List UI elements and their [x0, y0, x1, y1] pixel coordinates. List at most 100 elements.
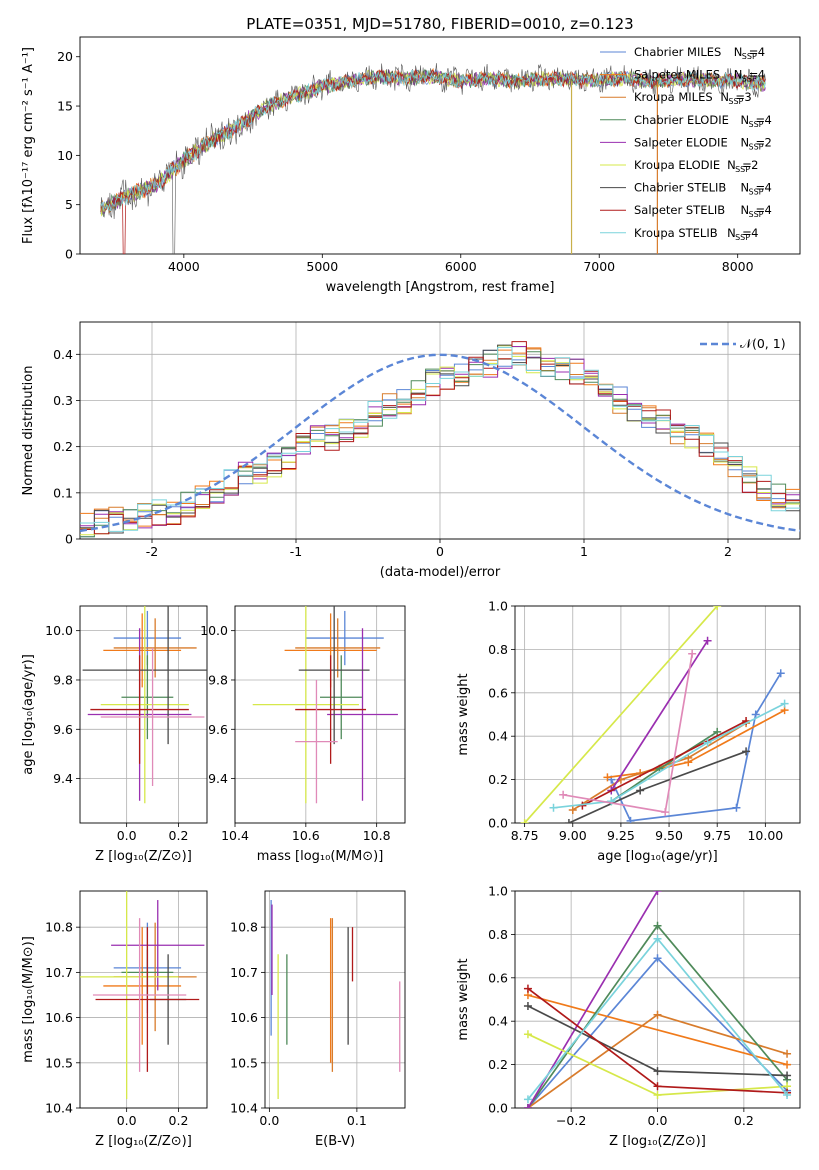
y-tick-label: 15: [57, 99, 73, 114]
legend-eq: =: [742, 226, 752, 240]
data-point-marker: [653, 954, 662, 963]
massweight-vs-age-axes: 8.75 9.00 9.25 9.50 9.75 10.00 0.0 0.2 0.4 0.6 0.8…: [456, 599, 801, 864]
y-tick-label: 0.2: [488, 1057, 508, 1072]
x-tick-label: 10.6: [292, 828, 320, 843]
figure-title: PLATE=0351, MJD=51780, FIBERID=0010, z=0…: [246, 15, 633, 33]
x-axis-label: wavelength [Angstrom, rest frame]: [326, 280, 555, 295]
x-tick-label: 10.00: [747, 828, 783, 843]
x-tick-label: 7000: [583, 259, 615, 274]
y-tick-label: 9.6: [53, 722, 73, 737]
y-axis-label: Normed distribution: [21, 366, 36, 496]
data-point-marker: [783, 1090, 792, 1099]
x-tick-label: 0: [436, 544, 444, 559]
x-tick-label: 0.1: [347, 1113, 367, 1128]
histogram-series-7: [80, 341, 800, 535]
y-axis-label: mass [log₁₀(M/M⊙)]: [21, 936, 36, 1063]
massweight-vs-age-series-8: [553, 702, 785, 809]
massweight-vs-age-series-9: [562, 653, 694, 814]
data-point-marker: [661, 808, 670, 817]
data-point-marker: [564, 819, 573, 823]
legend-nssp-sub: SSP: [749, 142, 764, 151]
legend-nssp-value: 4: [751, 226, 758, 240]
legend-nssp-sub: SSP: [735, 165, 750, 174]
spectrum-axes: 4000 5000 6000 7000 8000 0 5 10 15 20 wavelength […: [21, 36, 801, 295]
x-tick-label: 8.75: [511, 828, 539, 843]
legend-nssp-value: 3: [744, 90, 751, 104]
legend-label: Chabrier ELODIE: [634, 113, 729, 127]
y-tick-label: 10.7: [230, 965, 258, 980]
legend-label: Kroupa STELIB: [634, 226, 718, 240]
data-point-marker: [742, 747, 751, 756]
y-tick-label: 0.0: [488, 1101, 508, 1116]
x-tick-label: 0.2: [169, 828, 189, 843]
data-point-marker: [703, 636, 712, 645]
legend-eq: =: [756, 181, 766, 195]
y-tick-label: 0.2: [488, 772, 508, 787]
legend-nssp-sub: SSP: [728, 97, 743, 106]
mass-vs-EBV-errorbars: [270, 900, 401, 1099]
y-tick-label: 0.4: [488, 729, 508, 744]
legend-label: Salpeter MILES: [634, 68, 720, 82]
data-point-marker: [653, 934, 662, 943]
y-tick-label: 9.4: [53, 771, 73, 786]
legend-eq: =: [756, 203, 766, 217]
x-tick-label: 9.00: [559, 828, 587, 843]
data-point-marker: [523, 1095, 532, 1104]
legend-label: 𝒩(0, 1): [740, 336, 786, 351]
spectrum-legend: Chabrier MILES N SSP 4=Salpeter MILES N SSP 4=…: [600, 45, 772, 242]
age-vs-mass-axes: 10.4 10.6 10.8 9.4 9.6 9.8 10.0 mass [log₁₀(M/M…: [200, 605, 406, 864]
y-tick-label: 1.0: [488, 599, 508, 614]
data-point-marker: [780, 699, 789, 708]
data-point-marker: [559, 790, 568, 799]
data-point-marker: [603, 773, 612, 782]
data-point-marker: [523, 984, 532, 993]
y-tick-label: 10.0: [45, 623, 73, 638]
y-tick-label: 10.5: [45, 1055, 73, 1070]
data-point-marker: [626, 816, 635, 823]
legend-nssp: N: [727, 158, 736, 172]
x-tick-label: 2: [724, 544, 732, 559]
x-axis-label: E(B-V): [315, 1134, 355, 1149]
data-point-marker: [636, 786, 645, 795]
legend-nssp: N: [720, 90, 729, 104]
data-point-marker: [776, 669, 785, 678]
x-tick-label: 10.4: [221, 828, 249, 843]
data-point-marker: [653, 1010, 662, 1019]
residual-histogram-axes: -2 -1 0 1 2 0 0.1 0.2 0.3 0.4 (data-model)/error No…: [21, 321, 801, 580]
legend-nssp: N: [734, 68, 743, 82]
mass-vs-EBV-frame: [264, 890, 406, 1109]
x-tick-label: 8000: [722, 259, 754, 274]
legend-eq: =: [756, 135, 766, 149]
legend-label: Kroupa MILES: [634, 90, 713, 104]
legend-nssp-sub: SSP: [749, 188, 764, 197]
x-tick-label: 4000: [168, 259, 200, 274]
data-point-marker: [653, 1067, 662, 1076]
y-axis-label: age [log₁₀(age/yr)]: [21, 654, 36, 775]
data-point-marker: [783, 1071, 792, 1080]
x-tick-label: -1: [290, 544, 302, 559]
legend-nssp: N: [727, 226, 736, 240]
x-tick-label: 5000: [306, 259, 338, 274]
x-axis-label: mass [log₁₀(M/M⊙)]: [257, 849, 384, 864]
mass-vs-Z-axes: 0.0 0.2 10.4 10.5 10.6 10.7 10.8 Z [log₁₀(Z/Z⊙)…: [21, 890, 208, 1149]
y-tick-label: 10.0: [200, 623, 228, 638]
y-tick-label: 10.6: [230, 1010, 258, 1025]
x-tick-label: 6000: [445, 259, 477, 274]
data-point-marker: [520, 819, 529, 823]
legend-nssp-sub: SSP: [749, 120, 764, 129]
mass-vs-Z-frame: [79, 890, 208, 1109]
y-tick-label: 0.2: [53, 439, 73, 454]
y-tick-label: 10.4: [45, 1101, 73, 1116]
legend-eq: =: [749, 68, 759, 82]
data-point-marker: [783, 1060, 792, 1069]
legend-nssp: N: [741, 113, 750, 127]
legend-nssp-value: 2: [751, 158, 758, 172]
data-point-marker: [568, 805, 577, 814]
y-tick-label: 10.8: [230, 920, 258, 935]
y-tick-label: 0.8: [488, 642, 508, 657]
legend-label: Kroupa ELODIE: [634, 158, 720, 172]
y-tick-label: 0.8: [488, 927, 508, 942]
y-axis-label: mass weight: [456, 673, 471, 755]
spectrum-frame: [79, 36, 801, 255]
